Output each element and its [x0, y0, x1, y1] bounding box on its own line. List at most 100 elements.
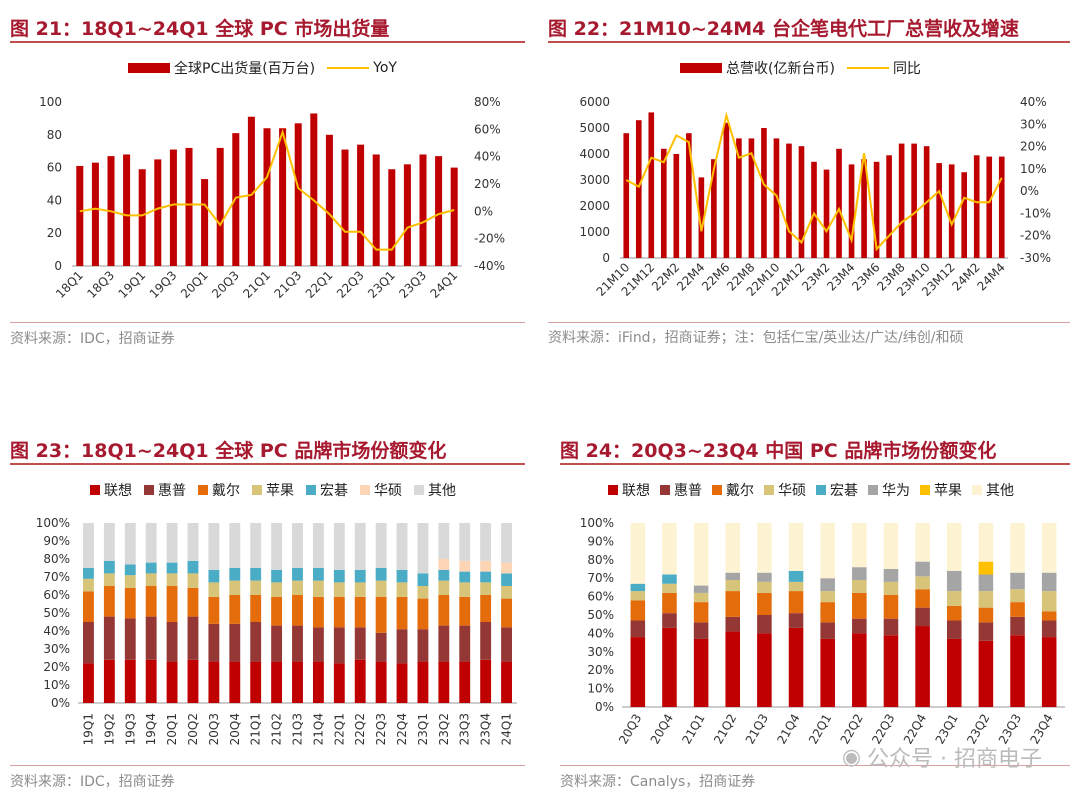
bar-segment [271, 625, 283, 662]
bar [823, 169, 830, 258]
bar-segment [693, 523, 709, 586]
bar-segment [375, 596, 387, 633]
bar-segment [292, 625, 303, 662]
x-tick-label: 20Q4 [648, 712, 676, 747]
bar-segment [103, 659, 115, 703]
bar-segment [187, 587, 199, 617]
figure-23-chart: 0% 10% 20% 30% 40% 50% 60% 70% 80% 90% 100% 19Q1 19Q… [36, 516, 517, 745]
legend-swatch [712, 485, 722, 495]
bar [450, 167, 458, 266]
bar [294, 123, 302, 266]
y-tick-label: 0% [595, 700, 614, 714]
bar-segment [208, 582, 220, 597]
bar [154, 159, 162, 266]
bar [138, 169, 146, 266]
legend-swatch [252, 485, 262, 495]
bar-segment [229, 523, 241, 568]
x-tick-label: 20Q1 [178, 268, 211, 301]
bar-segment [820, 523, 835, 579]
legend-swatch [680, 63, 722, 73]
y-tick-label-right: -20% [1020, 229, 1051, 243]
bar [848, 164, 855, 258]
bar-segment [145, 573, 157, 586]
bar-segment [83, 591, 94, 622]
yoy-line [79, 128, 455, 251]
bar-segment [788, 581, 804, 592]
bar-segment [333, 663, 345, 703]
bar-segment [103, 560, 115, 574]
figure-21-source-rule [10, 322, 525, 323]
bar-segment [354, 582, 366, 597]
y-tick-label: 70% [43, 570, 70, 584]
bar-segment [501, 573, 512, 586]
y-tick-label: 60% [587, 590, 614, 604]
legend-item: 苹果 [252, 480, 294, 500]
bar-segment [662, 627, 677, 707]
legend-label: 华硕 [778, 483, 806, 499]
y-tick-label: 20% [587, 663, 614, 677]
bar-segment [124, 659, 136, 703]
bar-segment [852, 567, 867, 581]
bar [961, 172, 968, 258]
bar-segment [459, 625, 471, 662]
y-tick-label-right: 20% [474, 177, 501, 191]
y-tick-label: 30% [587, 645, 614, 659]
bar-segment [725, 631, 741, 707]
bar-segment [946, 591, 962, 606]
bar [911, 143, 917, 258]
bar [811, 161, 817, 258]
figure-23-title-rule [10, 463, 525, 465]
bar-segment [883, 594, 899, 619]
y-tick-label-left: 5000 [579, 121, 610, 135]
figure-24-title: 图 24：20Q3~23Q4 中国 PC 品牌市场份额变化 [560, 440, 997, 462]
figure-22-title: 图 22：21M10~24M4 台企笔电代工厂总营收及增速 [548, 18, 1019, 40]
bar [761, 128, 767, 258]
x-tick-label: 24Q1 [500, 713, 514, 745]
bar [76, 165, 84, 266]
bar-segment [166, 586, 178, 622]
bar [185, 147, 193, 266]
x-tick-label: 22Q1 [806, 712, 834, 747]
bar-segment [208, 661, 220, 703]
figure-22-legend: 总营收(亿新台币) 同比 [680, 58, 921, 78]
y-tick-label-right: -30% [1020, 251, 1051, 265]
bar-segment [208, 523, 220, 570]
bar-segment [333, 582, 345, 597]
y-tick-label: 80% [43, 552, 70, 566]
bar [201, 179, 209, 266]
bar-segment [187, 616, 199, 660]
bar-segment [501, 627, 512, 662]
legend-item: 华为 [868, 480, 910, 500]
y-tick-label-right: 40% [1020, 95, 1047, 109]
y-tick-label-left: 0 [54, 259, 62, 273]
bar-segment [83, 523, 94, 568]
bar-segment [166, 523, 178, 563]
bar [357, 144, 365, 266]
legend-swatch [414, 485, 424, 495]
y-tick-label-left: 60 [47, 161, 62, 175]
bar-segment [396, 596, 408, 630]
legend-swatch [90, 485, 100, 495]
bar-segment [480, 523, 492, 561]
y-tick-label: 90% [43, 534, 70, 548]
bar-segment [271, 569, 283, 583]
bar-segment [229, 595, 241, 624]
bar-segment [693, 592, 709, 603]
bar [648, 112, 655, 259]
bar-segment [978, 607, 994, 623]
bar-segment [250, 568, 262, 581]
legend-swatch [846, 67, 889, 69]
y-tick-label-left: 80 [47, 128, 62, 142]
bar-segment [1010, 572, 1025, 590]
bar-segment [145, 659, 157, 703]
x-tick-label: 21Q3 [743, 712, 771, 747]
bar-segment [501, 586, 512, 599]
bar-segment [757, 615, 772, 634]
figure-22-source-rule [548, 322, 1070, 323]
bar [419, 154, 427, 266]
bar-segment [459, 596, 471, 626]
bar [798, 146, 805, 258]
bar-segment [438, 661, 450, 703]
bar-segment [852, 592, 867, 619]
bar-segment [757, 572, 772, 582]
